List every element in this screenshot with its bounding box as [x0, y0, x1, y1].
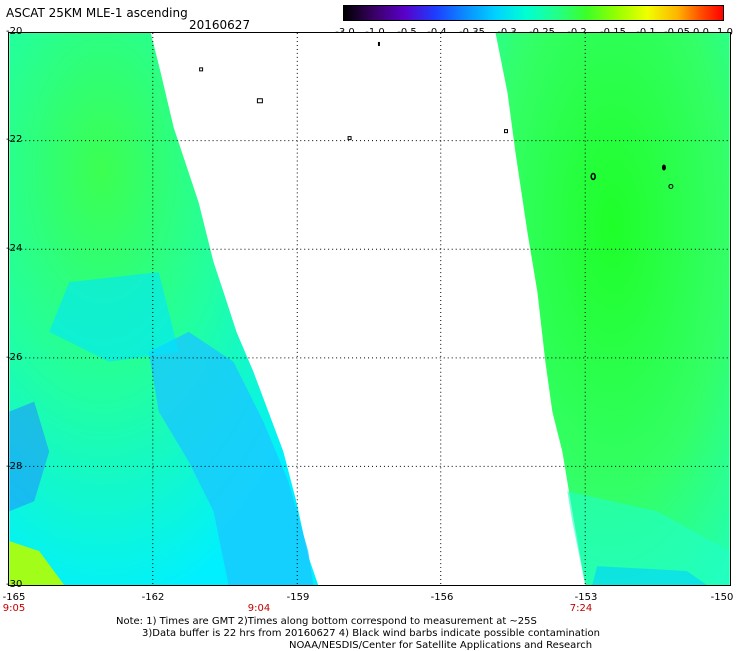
y-axis-label: -20	[6, 26, 23, 37]
swath-west-blue-patch	[148, 331, 314, 585]
x-axis-label: -153	[574, 592, 598, 603]
footnote-line-3: NOAA/NESDIS/Center for Satellite Applica…	[289, 640, 593, 651]
map-title: ASCAT 25KM MLE-1 ascending	[6, 6, 188, 20]
map-date: 20160627	[189, 18, 251, 32]
graticule	[9, 33, 730, 585]
footnote-line-1: Note: 1) Times are GMT 2)Times along bot…	[116, 616, 537, 627]
swath-east-cyan-patch	[567, 491, 730, 585]
scatterometer-swath	[9, 33, 730, 585]
x-axis-label: -159	[286, 592, 310, 603]
x-axis-label: -162	[141, 592, 165, 603]
swath-west-blue-patch	[9, 401, 50, 512]
x-axis-label: -156	[430, 592, 454, 603]
y-axis-label: -26	[6, 352, 23, 363]
y-axis-label: -30	[6, 579, 23, 590]
map-plot-area	[8, 32, 731, 586]
x-axis-label: -165	[2, 592, 26, 603]
footnote-line-2: 3)Data buffer is 22 hrs from 20160627 4)…	[142, 628, 600, 639]
island-marker	[377, 41, 380, 46]
island-marker	[347, 136, 352, 141]
y-axis-label: -28	[6, 461, 23, 472]
x-axis-label: -150	[710, 592, 734, 603]
swath-west-yellow-patch	[9, 541, 65, 585]
island-marker	[590, 172, 596, 181]
y-axis-label: -22	[6, 134, 23, 145]
island-marker	[661, 164, 666, 171]
island-marker	[504, 129, 508, 134]
time-label: 7:24	[569, 603, 593, 614]
island-marker	[668, 183, 674, 189]
time-label: 9:05	[2, 603, 26, 614]
island-marker	[256, 98, 263, 104]
time-label: 9:04	[247, 603, 271, 614]
swath-east	[495, 33, 730, 585]
colorbar	[343, 5, 724, 21]
island-marker	[199, 67, 204, 72]
swath-west-blue-patch	[49, 272, 179, 362]
swath-east-cyan-patch	[592, 566, 707, 585]
y-axis-label: -24	[6, 243, 23, 254]
